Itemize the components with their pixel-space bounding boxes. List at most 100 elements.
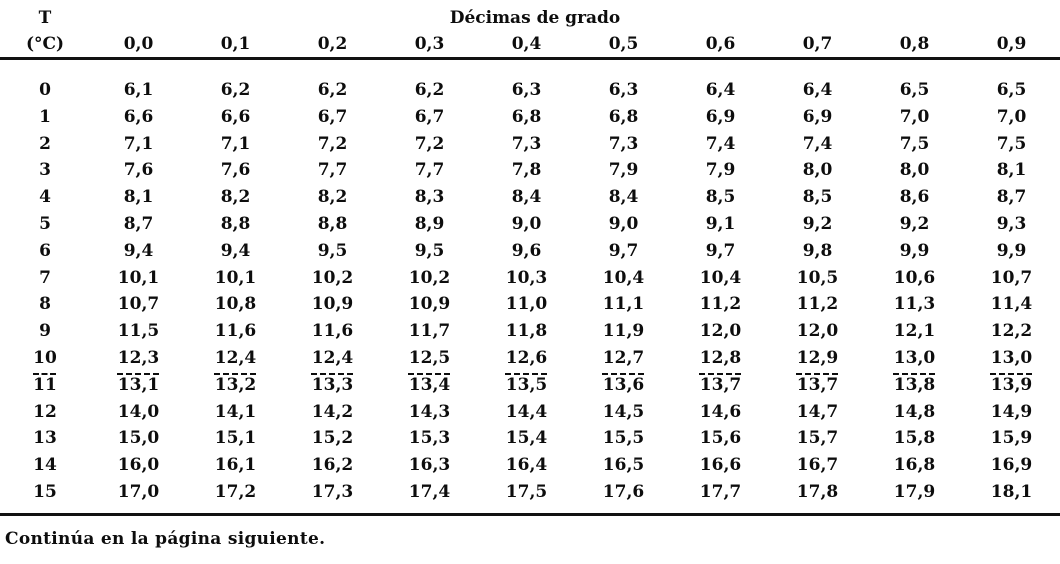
value-cell: 18,1 [963,478,1060,516]
value-cell: 8,6 [899,187,930,208]
column-header-0-1: 0,1 [220,34,251,54]
value-cell: 8,9 [414,213,445,234]
value-cell: 13,9 [990,374,1033,395]
value-cell: 13,4 [408,374,451,395]
value-cell: 6,1 [123,80,154,100]
value-cell: 7,0 [899,106,930,127]
value-cell: 6,8 [511,106,542,127]
value-cell: 16,3 [408,455,451,476]
value-cell: 6,4 [705,80,736,100]
value-cell: 6,9 [802,106,833,127]
value-cell: 6,6 [220,106,251,127]
table-row: 4 8,1 8,2 8,2 8,3 8,4 8,4 8,5 8,5 8,6 8,7 [0,184,1060,211]
table-body: 0 6,1 6,2 6,2 6,2 6,3 6,3 6,4 6,4 6,5 6,5 1 6,6 6,6 6,… [0,59,1060,516]
value-cell: 9,5 [414,240,445,261]
value-cell: 12,0 [796,321,839,342]
value-cell: 6,2 [220,80,251,100]
value-cell: 14,3 [408,401,451,422]
temperature-column-header: T (°C) [0,6,90,59]
value-cell: 17,4 [381,478,478,516]
value-cell: 13,5 [505,374,548,395]
value-cell: 12,8 [699,347,742,368]
value-cell: 10,1 [214,267,257,288]
value-cell: 11,0 [505,294,548,315]
value-cell: 15,9 [990,428,1033,449]
row-temperature-label: 11 [33,374,57,395]
value-cell: 7,7 [317,160,348,181]
column-header-0-5: 0,5 [608,34,639,54]
value-cell: 7,1 [220,133,251,154]
value-cell: 16,1 [214,455,257,476]
column-header-0-3: 0,3 [414,34,445,54]
value-cell: 17,3 [284,478,381,516]
value-cell: 11,5 [117,321,160,342]
value-cell: 9,8 [802,240,833,261]
value-cell: 10,7 [990,267,1033,288]
value-cell: 14,0 [117,401,160,422]
column-header-0-2: 0,2 [317,34,348,54]
value-cell: 8,4 [511,187,542,208]
value-cell: 13,7 [699,374,742,395]
value-cell: 14,7 [796,401,839,422]
column-header-0-7: 0,7 [802,34,833,54]
value-cell: 16,0 [117,455,160,476]
table-row: 13 15,0 15,1 15,2 15,3 15,4 15,5 15,6 15,7 15,8 15… [0,425,1060,452]
value-cell: 12,0 [699,321,742,342]
table-row: 11 13,1 13,2 13,3 13,4 13,5 13,6 13,7 13,7 13,8 13… [0,372,1060,399]
value-cell: 9,5 [317,240,348,261]
value-cell: 9,0 [511,213,542,234]
value-cell: 10,9 [408,294,451,315]
value-cell: 17,9 [866,478,963,516]
value-cell: 15,2 [311,428,354,449]
value-cell: 9,7 [705,240,736,261]
value-cell: 12,6 [505,347,548,368]
value-cell: 11,2 [796,294,839,315]
continuation-note: Continúa en la página siguiente. [5,528,326,549]
value-cell: 13,6 [602,374,645,395]
column-header-0-6: 0,6 [705,34,736,54]
table-row: 8 10,7 10,8 10,9 10,9 11,0 11,1 11,2 11,2 11,3 11,… [0,291,1060,318]
value-cell: 8,5 [705,187,736,208]
table-row: 9 11,5 11,6 11,6 11,7 11,8 11,9 12,0 12,0 12,1 12,… [0,318,1060,345]
row-temperature-label: 14 [33,455,57,476]
value-cell: 9,4 [220,240,251,261]
value-cell: 9,4 [123,240,154,261]
value-cell: 7,1 [123,133,154,154]
value-cell: 7,3 [511,133,542,154]
value-cell: 14,8 [893,401,936,422]
value-cell: 15,5 [602,428,645,449]
value-cell: 10,3 [505,267,548,288]
temperature-header-unit: (°C) [25,34,65,54]
value-cell: 15,6 [699,428,742,449]
value-cell: 6,7 [414,106,445,127]
value-cell: 13,7 [796,374,839,395]
value-cell: 8,2 [317,187,348,208]
value-cell: 14,4 [505,401,548,422]
value-cell: 8,2 [220,187,251,208]
value-cell: 10,4 [602,267,645,288]
value-cell: 16,8 [893,455,936,476]
value-cell: 9,9 [996,240,1027,261]
value-cell: 11,1 [602,294,645,315]
value-cell: 9,2 [802,213,833,234]
value-cell: 6,7 [317,106,348,127]
value-cell: 8,7 [996,187,1027,208]
value-cell: 16,7 [796,455,839,476]
value-cell: 11,6 [311,321,354,342]
table-row: 14 16,0 16,1 16,2 16,3 16,4 16,5 16,6 16,7 16,8 16… [0,452,1060,479]
table-row: 2 7,1 7,1 7,2 7,2 7,3 7,3 7,4 7,4 7,5 7,5 [0,131,1060,158]
value-cell: 13,3 [311,374,354,395]
value-cell: 6,4 [802,80,833,100]
value-cell: 9,2 [899,213,930,234]
value-cell: 14,9 [990,401,1033,422]
value-cell: 13,2 [214,374,257,395]
value-cell: 16,5 [602,455,645,476]
value-cell: 9,7 [608,240,639,261]
value-cell: 9,1 [705,213,736,234]
decimas-span-header: Décimas de grado [90,6,1060,31]
row-temperature-label: 2 [39,133,51,154]
value-cell: 17,7 [672,478,769,516]
value-cell: 10,9 [311,294,354,315]
table-row: 15 17,0 17,2 17,3 17,4 17,5 17,6 17,7 17,8 17,9 18… [0,478,1060,516]
temperature-header-symbol: T [38,8,52,28]
